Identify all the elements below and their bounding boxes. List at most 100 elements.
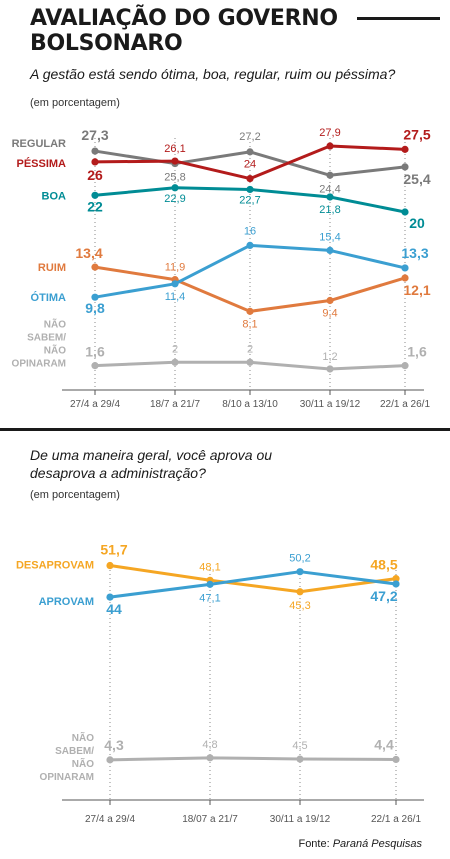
chart2-data-label-aprovam-2: 50,2 <box>289 553 310 565</box>
chart1-series-name-nao-sabem-nao-opinaram-line-3: OPINARAM <box>12 359 66 370</box>
section-divider <box>0 428 450 431</box>
chart1-x-tick-label-1: 18/7 a 21/7 <box>150 399 200 410</box>
page-title: AVALIAÇÃO DO GOVERNO BOLSONARO <box>30 6 338 56</box>
chart1-point-otima-0 <box>91 293 99 301</box>
chart2-unit: (em porcentagem) <box>30 489 120 501</box>
chart1-data-label-nao-sabem-nao-opinaram-1: 2 <box>172 343 178 355</box>
chart1-point-otima-2 <box>246 241 254 249</box>
chart2-series-name-nao-sabem-nao-opinaram-line-3: OPINARAM <box>40 772 94 783</box>
chart1-data-label-nao-sabem-nao-opinaram-2: 2 <box>247 343 253 355</box>
chart1-point-ruim-2 <box>246 307 254 315</box>
chart1-point-otima-4 <box>401 264 409 272</box>
chart2-line-nao-sabem-nao-opinaram <box>109 756 397 762</box>
chart1-x-tick-label-2: 8/10 a 13/10 <box>222 399 278 410</box>
chart2-x-tick-label-1: 18/07 a 21/7 <box>182 814 238 825</box>
chart1-point-pessima-0 <box>91 158 99 166</box>
chart2-data-label-desaprovam-3: 48,5 <box>370 557 397 573</box>
chart1-point-nao-sabem-nao-opinaram-4 <box>401 362 409 370</box>
chart1-point-boa-0 <box>91 191 99 199</box>
chart1-series-name-nao-sabem-nao-opinaram-line-1: SABEM/ <box>27 333 66 344</box>
chart1-line-otima <box>94 243 406 299</box>
chart1-data-label-regular-4: 25,4 <box>403 171 430 187</box>
chart2-point-aprovam-3 <box>392 580 400 588</box>
chart1-point-ruim-4 <box>401 274 409 282</box>
chart1-data-label-nao-sabem-nao-opinaram-0: 1,6 <box>85 344 105 360</box>
chart2-line-aprovam <box>109 570 397 599</box>
chart1-data-label-otima-0: 9,8 <box>85 300 105 316</box>
chart2-point-nao-sabem-nao-opinaram-3 <box>392 755 400 764</box>
chart1-data-label-nao-sabem-nao-opinaram-3: 1,2 <box>322 351 337 363</box>
chart1-point-regular-4 <box>401 163 409 171</box>
chart1-data-label-pessima-3: 27,9 <box>319 127 340 139</box>
chart2-point-nao-sabem-nao-opinaram-2 <box>296 755 304 763</box>
chart2-question: De uma maneira geral, você aprova ou des… <box>30 447 273 481</box>
chart1-question: A gestão está sendo ótima, boa, regular,… <box>30 66 396 82</box>
chart1-data-label-otima-1: 11,4 <box>165 291 186 303</box>
chart1-data-label-boa-2: 22,7 <box>239 194 260 206</box>
chart2-data-label-desaprovam-0: 51,7 <box>100 542 127 558</box>
chart2-data-label-desaprovam-2: 45,3 <box>289 600 310 612</box>
chart2-point-nao-sabem-nao-opinaram-0 <box>106 756 114 764</box>
chart1-x-tick-label-4: 22/1 a 26/1 <box>380 399 430 410</box>
chart1-data-label-boa-3: 21,8 <box>319 204 340 216</box>
chart1-point-nao-sabem-nao-opinaram-3 <box>326 365 334 373</box>
chart2-x-tick-label-3: 22/1 a 26/1 <box>371 814 421 825</box>
chart1-series-name-ruim: RUIM <box>38 262 66 274</box>
chart2-x-tick-label-2: 30/11 a 19/12 <box>270 814 331 825</box>
chart1-series-name-otima: ÓTIMA <box>31 291 66 304</box>
source-label: Fonte: <box>298 838 330 850</box>
chart1-series-name-nao-sabem-nao-opinaram-line-2: NÃO <box>44 344 66 357</box>
chart1-data-label-pessima-4: 27,5 <box>403 126 430 142</box>
chart2-x-tick-label-0: 27/4 a 29/4 <box>85 814 135 825</box>
chart2-series-name-desaprovam: DESAPROVAM <box>16 560 94 572</box>
chart2-data-label-aprovam-3: 47,2 <box>370 588 397 604</box>
chart1-data-label-boa-0: 22 <box>87 198 103 214</box>
chart1-point-ruim-0 <box>91 263 99 271</box>
chart2-point-nao-sabem-nao-opinaram-1 <box>206 754 214 762</box>
chart1-data-label-boa-4: 20 <box>409 215 425 231</box>
source-name: Paraná Pesquisas <box>332 838 422 850</box>
chart1-data-label-ruim-4: 12,1 <box>403 282 430 298</box>
title-rule <box>357 17 440 20</box>
chart1-point-nao-sabem-nao-opinaram-0 <box>91 362 99 370</box>
chart1-point-pessima-2 <box>246 175 254 183</box>
chart2-series-name-nao-sabem-nao-opinaram-line-2: NÃO <box>72 757 94 770</box>
chart1-data-label-regular-0: 27,3 <box>81 127 108 143</box>
chart1-point-boa-1 <box>171 184 179 192</box>
chart1-point-nao-sabem-nao-opinaram-2 <box>246 358 254 366</box>
chart1-data-label-ruim-1: 11,9 <box>165 262 186 274</box>
chart1-data-label-regular-2: 27,2 <box>239 131 260 143</box>
chart1-data-label-regular-1: 25,8 <box>164 172 185 184</box>
chart2-data-label-nao-sabem-nao-opinaram-1: 4,8 <box>202 739 217 751</box>
chart2-data-label-aprovam-1: 47,1 <box>199 592 220 604</box>
chart1-data-label-pessima-0: 26 <box>87 167 103 183</box>
chart1-data-label-ruim-0: 13,4 <box>75 245 102 261</box>
chart2-point-desaprovam-2 <box>296 588 304 596</box>
chart1-point-otima-3 <box>326 246 334 255</box>
chart2-series-name-aprovam: APROVAM <box>39 596 94 608</box>
chart1-point-pessima-3 <box>326 142 334 150</box>
chart1-point-pessima-1 <box>171 157 179 165</box>
chart1-data-label-pessima-2: 24 <box>244 159 256 171</box>
chart2-data-label-aprovam-0: 44 <box>106 601 122 617</box>
chart1-data-label-boa-1: 22,9 <box>164 193 185 205</box>
chart1-unit: (em porcentagem) <box>30 97 120 109</box>
chart2-svg: 27/4 a 29/4 18/07 a 21/7 30/11 a 19/12 22/1… <box>16 542 424 825</box>
chart1-x-tick-label-3: 30/11 a 19/12 <box>300 399 361 410</box>
chart2-line-desaprovam <box>109 564 397 594</box>
chart1-series-name-nao-sabem-nao-opinaram-line-0: NÃO <box>44 318 66 331</box>
chart1-data-label-otima-2: 16 <box>244 225 256 237</box>
chart1-series-name-regular: REGULAR <box>12 138 66 150</box>
chart1-data-label-ruim-3: 9,4 <box>322 308 337 320</box>
chart2-point-aprovam-1 <box>206 580 214 588</box>
chart1-point-pessima-4 <box>401 145 409 153</box>
chart2-point-aprovam-2 <box>296 568 304 576</box>
chart2-point-aprovam-0 <box>106 593 114 601</box>
chart1-point-boa-4 <box>401 208 409 216</box>
chart1-x-tick-label-0: 27/4 a 29/4 <box>70 399 120 410</box>
chart2-data-label-nao-sabem-nao-opinaram-0: 4,3 <box>104 737 124 753</box>
chart1-data-label-ruim-2: 8,1 <box>242 318 257 330</box>
chart2-data-label-desaprovam-1: 48,1 <box>199 561 220 573</box>
chart1-svg: 27/4 a 29/4 18/7 a 21/7 8/10 a 13/10 30/11 … <box>12 126 431 410</box>
chart1-data-label-regular-3: 24,4 <box>319 183 340 195</box>
